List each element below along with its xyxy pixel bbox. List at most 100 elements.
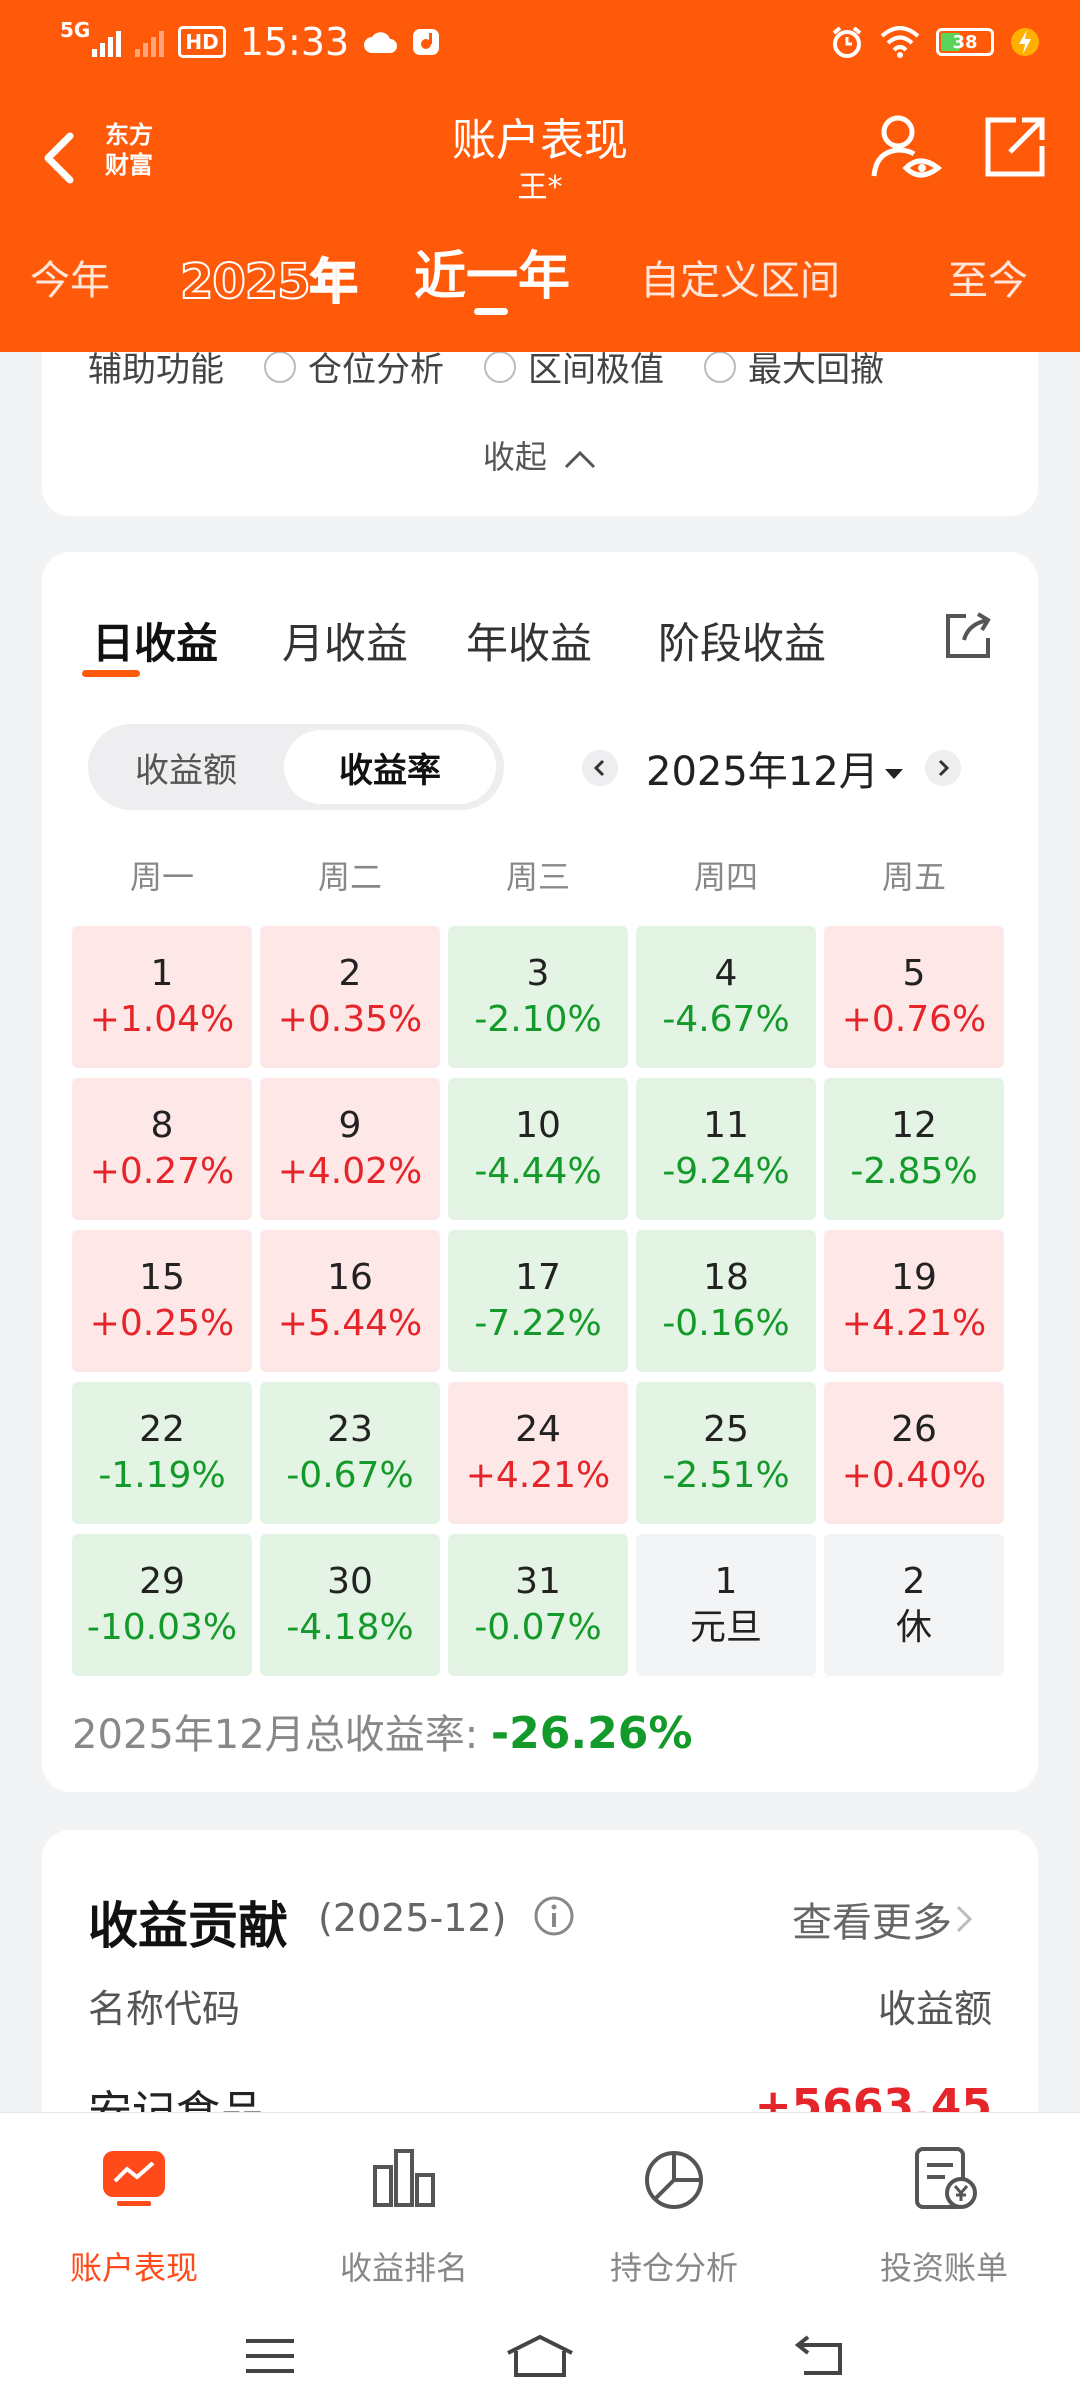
toggle-rate[interactable]: 收益率 <box>284 730 496 804</box>
tab-this-year[interactable]: 今年 <box>30 258 110 304</box>
day-number: 22 <box>139 1409 185 1450</box>
tab-to-date[interactable]: 至今 <box>948 258 1028 304</box>
calendar-day-cell[interactable]: 23 -0.67% <box>260 1382 440 1524</box>
monthly-total-value: -26.26% <box>490 1708 693 1759</box>
calendar-day-cell[interactable]: 9 +4.02% <box>260 1078 440 1220</box>
tab-monthly-returns[interactable]: 月收益 <box>282 619 409 668</box>
day-number: 10 <box>515 1105 561 1146</box>
nav-account-performance[interactable]: 账户表现 <box>24 2143 244 2289</box>
day-number: 1 <box>714 1561 738 1602</box>
weekday-label: 周五 <box>881 858 946 896</box>
day-return: -4.18% <box>286 1607 414 1648</box>
view-more-link[interactable]: 查看更多 <box>792 1890 976 1948</box>
calendar-day-cell[interactable]: 3 -2.10% <box>448 926 628 1068</box>
returns-tab-indicator <box>82 670 140 677</box>
day-number: 16 <box>327 1257 373 1298</box>
tab-daily-returns[interactable]: 日收益 <box>92 619 219 668</box>
pie-chart-icon <box>645 2151 703 2209</box>
day-number: 2 <box>338 953 362 994</box>
hd-icon: HD <box>178 26 226 58</box>
nav-investment-statement[interactable]: 投资账单 <box>834 2143 1054 2289</box>
share-icon[interactable] <box>942 610 994 662</box>
calendar-day-cell[interactable]: 5 +0.76% <box>824 926 1004 1068</box>
tab-last-year[interactable]: 近一年 <box>414 247 571 307</box>
user-eye-icon[interactable] <box>870 112 942 184</box>
day-number: 30 <box>327 1561 373 1602</box>
info-icon[interactable] <box>532 1894 576 1938</box>
toggle-amount[interactable]: 收益额 <box>135 750 237 791</box>
day-number: 11 <box>703 1105 749 1146</box>
cloud-icon <box>364 32 398 53</box>
back-icon[interactable] <box>30 118 90 198</box>
menu-icon[interactable] <box>240 2331 300 2381</box>
performance-icon <box>103 2151 165 2206</box>
calendar-day-cell[interactable]: 17 -7.22% <box>448 1230 628 1372</box>
day-return: -4.44% <box>474 1151 602 1192</box>
wifi-icon <box>880 26 920 58</box>
radio-max-drawdown[interactable]: 最大回撤 <box>704 342 884 391</box>
back-nav-icon[interactable] <box>790 2331 850 2381</box>
share-icon[interactable] <box>982 114 1048 180</box>
day-return: +0.35% <box>277 999 423 1040</box>
signal-icon <box>92 27 122 57</box>
calendar-day-cell[interactable]: 18 -0.16% <box>636 1230 816 1372</box>
battery-icon: 38 <box>936 28 994 56</box>
day-number: 3 <box>526 953 550 994</box>
calendar-day-cell[interactable]: 26 +0.40% <box>824 1382 1004 1524</box>
day-number: 31 <box>515 1561 561 1602</box>
day-return: -9.24% <box>662 1151 790 1192</box>
calendar-day-cell[interactable]: 15 +0.25% <box>72 1230 252 1372</box>
calendar-day-cell[interactable]: 22 -1.19% <box>72 1382 252 1524</box>
statement-icon <box>915 2147 977 2209</box>
calendar-day-cell[interactable]: 24 +4.21% <box>448 1382 628 1524</box>
radio-range-extreme[interactable]: 区间极值 <box>484 342 664 391</box>
calendar-day-cell[interactable]: 12 -2.85% <box>824 1078 1004 1220</box>
column-header-amount: 收益额 <box>877 1987 992 2031</box>
day-return: -0.67% <box>286 1455 414 1496</box>
calendar-day-cell[interactable]: 29 -10.03% <box>72 1534 252 1676</box>
calendar-day-cell[interactable]: 19 +4.21% <box>824 1230 1004 1372</box>
day-number: 25 <box>703 1409 749 1450</box>
calendar-day-cell[interactable]: 16 +5.44% <box>260 1230 440 1372</box>
day-return: +5.44% <box>277 1303 423 1344</box>
month-navigator: 2025年12月 <box>582 730 961 806</box>
weekday-header: 周一 周二 周三 周四 周五 <box>72 852 1008 902</box>
day-return: +0.25% <box>89 1303 235 1344</box>
next-month-button[interactable] <box>924 750 961 786</box>
tab-yearly-returns[interactable]: 年收益 <box>466 619 593 668</box>
day-return: +4.02% <box>277 1151 423 1192</box>
navigation-bar: 东方 财富 账户表现 王* <box>0 90 1080 220</box>
contribution-period: (2025-12) <box>318 1896 507 1940</box>
chevron-left-icon <box>593 759 605 777</box>
calendar-day-cell[interactable]: 10 -4.44% <box>448 1078 628 1220</box>
tab-stage-returns[interactable]: 阶段收益 <box>658 619 827 668</box>
calendar-day-cell[interactable]: 2 +0.35% <box>260 926 440 1068</box>
weekday-label: 周二 <box>317 858 382 896</box>
calendar-day-cell[interactable]: 4 -4.67% <box>636 926 816 1068</box>
calendar-day-cell[interactable]: 8 +0.27% <box>72 1078 252 1220</box>
month-selector[interactable]: 2025年12月 <box>646 739 903 797</box>
music-app-icon <box>413 29 440 55</box>
calendar-day-cell[interactable]: 25 -2.51% <box>636 1382 816 1524</box>
clock: 15:33 <box>239 20 350 64</box>
tab-custom-range[interactable]: 自定义区间 <box>640 258 840 304</box>
prev-month-button[interactable] <box>582 750 618 786</box>
nav-return-ranking[interactable]: 收益排名 <box>294 2143 514 2289</box>
collapse-button[interactable]: 收起 <box>42 432 1038 478</box>
nav-position-analysis[interactable]: 持仓分析 <box>564 2143 784 2289</box>
calendar-day-cell[interactable]: 30 -4.18% <box>260 1534 440 1676</box>
system-navigation <box>0 2317 1080 2397</box>
calendar-day-cell[interactable]: 11 -9.24% <box>636 1078 816 1220</box>
calendar-day-cell[interactable]: 1 元旦 <box>636 1534 816 1676</box>
calendar-day-cell[interactable]: 31 -0.07% <box>448 1534 628 1676</box>
chevron-up-icon <box>565 450 596 469</box>
calendar-day-cell[interactable]: 1 +1.04% <box>72 926 252 1068</box>
day-number: 15 <box>139 1257 185 1298</box>
tab-2025[interactable]: 2025年 <box>179 253 359 311</box>
chevron-right-icon <box>956 1905 973 1933</box>
home-icon[interactable] <box>504 2331 576 2381</box>
network-label: 5G <box>60 18 91 42</box>
radio-position-analysis[interactable]: 仓位分析 <box>264 342 444 391</box>
day-number: 17 <box>515 1257 561 1298</box>
